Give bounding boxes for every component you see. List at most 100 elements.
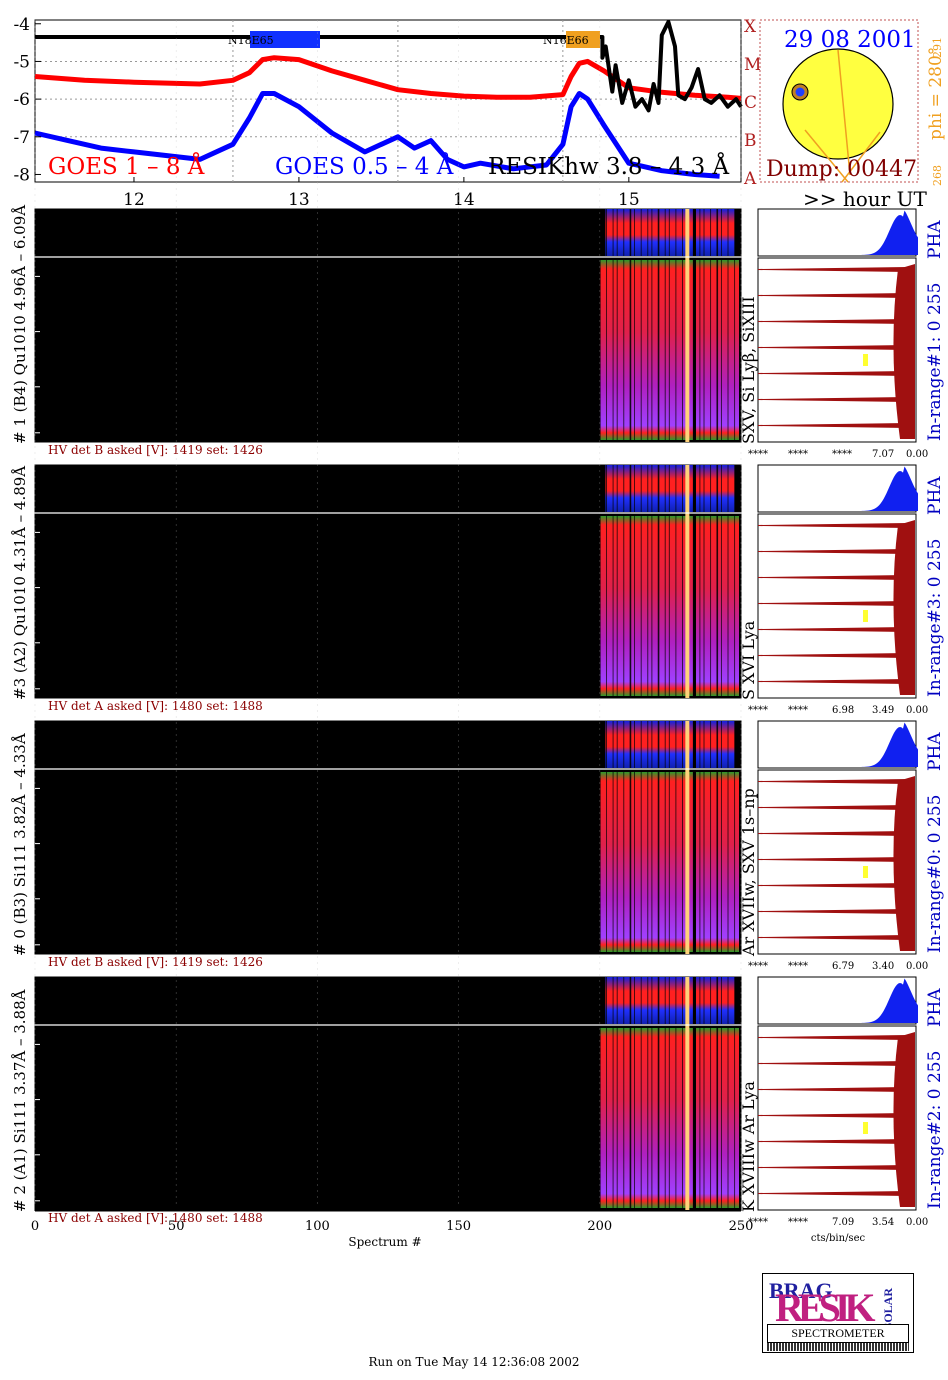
spectrum-tick-label: 50	[168, 1219, 185, 1234]
panel-bright-column	[685, 977, 690, 1210]
goes-series-1	[34, 91, 720, 179]
goes-class-A: A	[743, 169, 757, 189]
legend-goes-short: GOES 0.5 – 4 Å	[275, 152, 454, 180]
panel-hv-text: HV det A asked [V]: 1480 set: 1488	[48, 1211, 263, 1225]
goes-class-X: X	[744, 17, 757, 37]
panel-top-spectra	[605, 465, 735, 512]
flux-spike	[758, 523, 908, 528]
pha-histogram	[858, 722, 918, 767]
flux-spike	[758, 423, 908, 428]
flux-spike	[758, 857, 908, 862]
logo-fineprint	[767, 1343, 909, 1351]
flux-spike	[758, 653, 908, 658]
goes-class-B: B	[744, 131, 757, 151]
observation-date: 29 08 2001	[784, 27, 916, 53]
panel-dark-column	[692, 465, 696, 698]
flux-tick-label: ****	[748, 1217, 768, 1228]
goes-class-M: M	[744, 55, 761, 75]
flux-spike	[758, 627, 908, 632]
goes-ytick-label: -8	[13, 165, 30, 185]
run-timestamp: Run on Tue May 14 12:36:08 2002	[368, 1355, 580, 1369]
active-region-core	[795, 87, 805, 97]
flux-spike	[758, 319, 908, 324]
flux-continuum	[893, 520, 915, 695]
pha-label: PHA	[925, 732, 945, 771]
flux-tick-label: ****	[748, 961, 768, 972]
panel-line-label: K XVIIIw Ar Lya	[739, 1081, 758, 1212]
panel-dark-column	[692, 721, 696, 954]
flux-spike	[758, 549, 908, 554]
flux-tick-label: 0.00	[906, 449, 928, 460]
flux-tick-label: ****	[788, 1217, 808, 1228]
flux-tick-label: 7.07	[872, 449, 894, 460]
goes-hour-ticks: 12 13 14 15	[123, 177, 640, 210]
goes-series-0	[34, 55, 742, 101]
sun-view-line-2	[841, 131, 881, 183]
spectrum-tick-label: 0	[31, 1219, 39, 1234]
logo-resik: RESIK	[775, 1285, 875, 1330]
panel-top-spectra	[605, 721, 735, 768]
flux-tick-label: 7.09	[832, 1217, 854, 1228]
flux-tick-label: 0.00	[906, 1217, 928, 1228]
spectrum-tick-label: 150	[446, 1219, 471, 1234]
goes-y-ticks: -4 -5 -6 -7 -8	[13, 15, 41, 185]
spectrum-tick-label: 100	[305, 1219, 330, 1234]
flux-spike	[758, 601, 908, 606]
pha-label: PHA	[925, 476, 945, 515]
hour-axis-label: >> hour UT	[803, 187, 927, 211]
flux-tick-label: ****	[788, 705, 808, 716]
flux-continuum	[893, 264, 915, 439]
pha-histogram	[858, 210, 918, 255]
panel-dark-column	[692, 209, 696, 442]
ar1-label: N18E65	[228, 34, 274, 47]
dump-number: Dump: 00447	[766, 157, 917, 182]
spectrum-number-axis: 0 50 100 150 200 250	[31, 20, 754, 1234]
panel-2: HV det B asked [V]: 1419 set: 1426 # 0 (B…	[11, 720, 945, 972]
panel-line-label: Ar XVIIw, SXV 1s–np	[739, 788, 758, 957]
panel-3: HV det A asked [V]: 1480 set: 1488 # 2 (A…	[11, 976, 945, 1228]
flux-marker	[863, 866, 868, 878]
flux-tick-label: 6.98	[832, 705, 854, 716]
flux-marker	[863, 1122, 868, 1134]
panel-detector-label: # 2 (A1) Si111 3.37Å – 3.88Å	[11, 989, 29, 1212]
flux-spike	[758, 293, 908, 298]
flux-spike	[758, 679, 908, 684]
logo-spectrometer: SPECTROMETER	[767, 1324, 909, 1343]
panel-hv-text: HV det B asked [V]: 1419 set: 1426	[48, 443, 263, 457]
pha-histogram	[858, 466, 918, 511]
panel-line-label: SXV, Si Lyβ, SiXIII	[739, 296, 758, 444]
flux-spike	[758, 909, 908, 914]
panel-1: HV det A asked [V]: 1480 set: 1488 #3 (A2…	[11, 464, 945, 716]
goes-hour-label: 14	[453, 190, 475, 210]
sun-position-box: 29 08 2001 Dump: 00447 phi = 280° 291 26…	[759, 19, 946, 186]
pha-histogram	[858, 978, 918, 1023]
flux-spike	[758, 371, 908, 376]
flux-continuum	[893, 1032, 915, 1207]
sun-view-line-1	[804, 129, 849, 183]
flux-spike	[758, 1191, 908, 1196]
panel-hv-text: HV det A asked [V]: 1480 set: 1488	[48, 699, 263, 713]
spectrum-tick-label: 250	[729, 1219, 754, 1234]
flux-tick-label: ****	[788, 449, 808, 460]
flux-spike	[758, 935, 908, 940]
ar1-marker	[250, 31, 320, 48]
goes-series	[34, 19, 743, 179]
pha-label: PHA	[925, 220, 945, 259]
panel-detector-label: # 1 (B4) Qu1010 4.96Å – 6.09Å	[11, 205, 29, 444]
flux-spike	[758, 1113, 908, 1118]
flux-spike	[758, 345, 908, 350]
panel-detector-label: # 0 (B3) Si111 3.82Å – 4.33Å	[11, 733, 29, 956]
flux-tick-label: ****	[832, 449, 852, 460]
ar2-marker	[566, 31, 600, 48]
flux-tick-label: ****	[748, 449, 768, 460]
pha-label: PHA	[925, 988, 945, 1027]
flux-spike	[758, 1165, 908, 1170]
logo-brag: BRAG	[769, 1278, 833, 1303]
panel-dark-column	[692, 977, 696, 1210]
spectrum-tick-label: 200	[587, 1219, 612, 1234]
flux-tick-label: 3.54	[872, 1217, 894, 1228]
flux-box	[757, 513, 917, 699]
resik-logo: BRAG RESIK SOLAR SPECTROMETER	[762, 1273, 914, 1353]
